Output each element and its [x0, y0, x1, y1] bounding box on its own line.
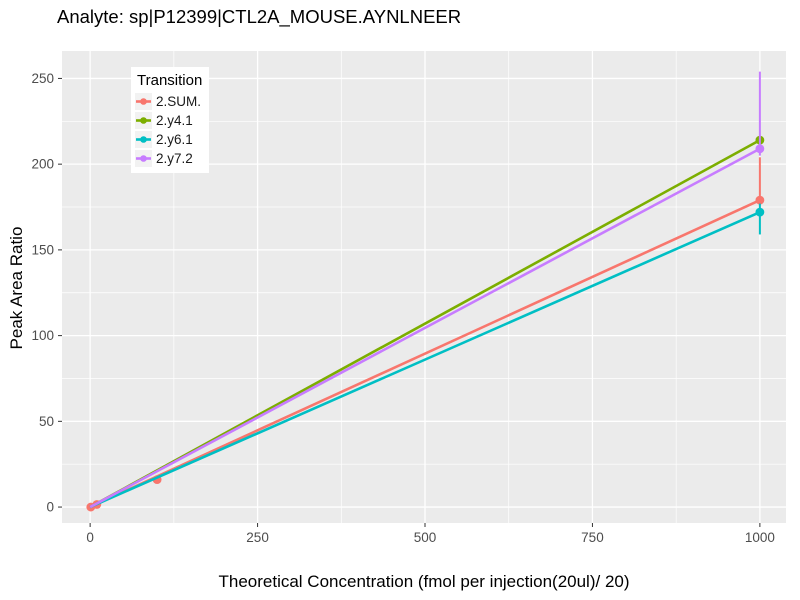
legend-key-pointrange-icon: [135, 131, 152, 148]
legend-item-label: 2.y4.1: [156, 113, 193, 128]
legend-item: 2.y7.2: [135, 149, 202, 168]
legend: Transition 2.SUM. 2.y4.1 2.y6.1 2.y7.2: [131, 67, 210, 173]
legend-item: 2.y4.1: [135, 111, 202, 130]
axis-ticks: [58, 77, 761, 527]
series-2.y6.1: [89, 203, 765, 509]
x-tick-label: 250: [246, 530, 269, 545]
regression-line: [89, 198, 761, 509]
regression-line: [89, 147, 761, 509]
y-tick-label: 0: [46, 500, 54, 515]
data-point: [755, 195, 765, 205]
axis-tick-labels: 0 250 500 750 1000 0 50 100 150 200 250: [31, 71, 774, 545]
x-tick-label: 0: [86, 530, 94, 545]
data-point: [755, 207, 765, 217]
x-axis-title: Theoretical Concentration (fmol per inje…: [218, 572, 630, 591]
x-tick-label: 750: [581, 530, 604, 545]
series-2.y7.2: [89, 71, 765, 509]
legend-item: 2.y6.1: [135, 130, 202, 149]
legend-item-label: 2.SUM.: [156, 94, 202, 109]
data-point: [755, 144, 765, 154]
y-tick-label: 150: [31, 242, 54, 257]
y-tick-label: 250: [31, 71, 54, 86]
legend-item-label: 2.y7.2: [156, 151, 193, 166]
y-axis-title: Peak Area Ratio: [7, 226, 26, 350]
legend-title: Transition: [137, 72, 203, 89]
x-tick-label: 1000: [745, 530, 775, 545]
legend-key-pointrange-icon: [135, 112, 152, 129]
legend-key-pointrange-icon: [135, 93, 152, 110]
chart-title: Analyte: sp|P12399|CTL2A_MOUSE.AYNLNEER: [57, 6, 462, 27]
y-tick-label: 50: [39, 414, 54, 429]
legend-items: 2.SUM. 2.y4.1 2.y6.1 2.y7.2: [135, 92, 202, 168]
legend-key-pointrange-icon: [135, 150, 152, 167]
x-tick-label: 500: [414, 530, 437, 545]
gridlines-major: [62, 51, 786, 523]
legend-item-label: 2.y6.1: [156, 132, 193, 147]
y-tick-label: 200: [31, 157, 54, 172]
legend-item: 2.SUM.: [135, 92, 202, 111]
y-tick-label: 100: [31, 328, 54, 343]
regression-line: [89, 210, 761, 509]
